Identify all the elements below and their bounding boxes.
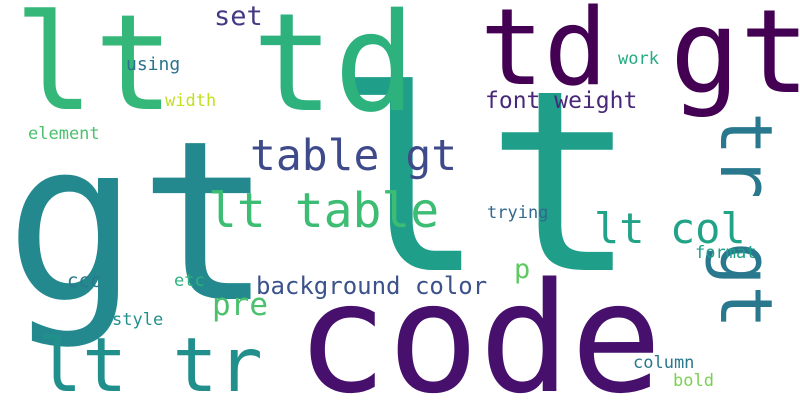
word-format: format [695, 243, 757, 263]
word-trying: trying [487, 203, 549, 223]
word-p: p [514, 254, 531, 285]
word-bold: bold [673, 371, 714, 391]
word-gt-large: gt [5, 94, 273, 352]
word-column: column [633, 353, 695, 373]
word-style: style [112, 310, 164, 330]
word-gt-top-right: gt [670, 0, 800, 120]
word-etc: etc [174, 271, 205, 291]
word-using: using [126, 54, 181, 75]
word-table-gt: table gt [250, 131, 458, 181]
word-lt-table: lt table [208, 183, 440, 239]
word-font-weight: font weight [485, 88, 638, 114]
word-lt-col: lt col [594, 204, 746, 253]
word-set: set [214, 1, 263, 32]
word-td-green: td [252, 0, 416, 143]
word-ccc: ccc [67, 270, 102, 292]
word-element: element [28, 124, 100, 144]
word-background-color: background color [256, 272, 488, 300]
word-pre: pre [212, 287, 268, 323]
word-lt-tr: lt tr [37, 321, 263, 400]
word-work: work [618, 49, 659, 69]
word-td-purple: td [480, 0, 608, 109]
word-lt-top-left: lt [14, 0, 175, 141]
word-width: width [165, 91, 217, 111]
word-code: code [296, 250, 663, 400]
word-lt-large: lt [334, 37, 638, 330]
